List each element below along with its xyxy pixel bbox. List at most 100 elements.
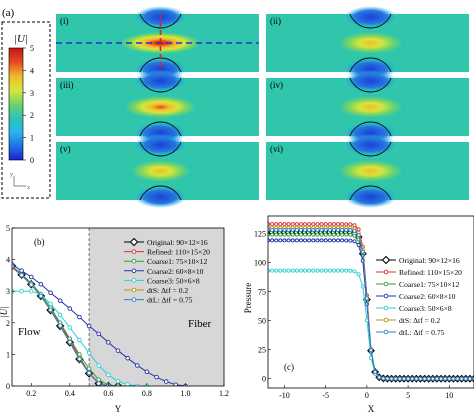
data-point (340, 222, 345, 227)
legend-label: Coarse1: 75×10×12 (147, 257, 207, 266)
fiber-outline (349, 14, 392, 29)
data-point (282, 268, 287, 273)
data-point (77, 356, 82, 362)
data-point (451, 376, 456, 381)
subplot-label: (vi) (270, 144, 283, 154)
data-point (298, 222, 303, 227)
data-point (48, 307, 53, 313)
data-point (348, 228, 353, 233)
data-point (298, 238, 303, 243)
legend-label: dtL: Δtf = 0.75 (399, 328, 445, 337)
x-tick-label: 0.4 (65, 389, 75, 398)
y-tick-label: 4 (6, 256, 10, 265)
data-point (315, 227, 320, 232)
data-point (356, 232, 361, 237)
data-point (344, 268, 349, 273)
field-cold-spot (134, 70, 187, 92)
data-point (115, 378, 121, 384)
data-point (356, 272, 361, 277)
data-point (286, 227, 291, 232)
data-point (459, 376, 464, 381)
subplot-label: (iii) (60, 80, 74, 90)
data-point (286, 268, 291, 273)
legend-label: dtS: Δtf = 0.2 (399, 316, 440, 325)
data-point (48, 301, 53, 307)
panel-b-xlabel: Y (115, 404, 122, 414)
data-point (360, 284, 365, 289)
fiber-region (89, 228, 224, 386)
x-tick-label: -5 (322, 391, 329, 400)
data-point (77, 314, 82, 320)
data-point (48, 290, 53, 296)
data-point (286, 238, 291, 243)
x-tick-label: -10 (279, 391, 290, 400)
data-point (57, 312, 63, 318)
data-point (319, 238, 324, 243)
data-point (319, 268, 324, 273)
field-cold-spot (134, 134, 187, 156)
data-point (270, 268, 275, 273)
subplot-label: (ii) (270, 16, 281, 26)
axes-glyph-icon: y x (10, 172, 30, 191)
data-point (131, 258, 137, 264)
data-point (319, 222, 324, 227)
data-point (340, 238, 345, 243)
data-point (348, 222, 353, 227)
legend-label: Coarse2: 60×8×10 (399, 292, 456, 301)
colorbar-tick-label: 2 (30, 111, 34, 120)
data-point (327, 232, 332, 237)
data-point (331, 232, 336, 237)
data-point (282, 222, 287, 227)
data-point (67, 306, 73, 311)
panel-c-legend: Original: 90×12×16 Refined: 110×15×20 Coar… (376, 255, 462, 337)
data-point (381, 376, 386, 381)
data-point (106, 372, 111, 378)
data-point (154, 374, 159, 380)
legend-label: Coarse3: 50×6×8 (147, 276, 200, 285)
data-point (86, 350, 92, 356)
data-point (364, 318, 369, 323)
colorbar-tick-label: 4 (30, 66, 34, 75)
data-point (360, 249, 365, 254)
x-tick-label: 1.0 (180, 389, 190, 398)
data-point (414, 376, 419, 381)
colorbar-gradient (8, 47, 24, 161)
x-tick-label: 1.2 (219, 389, 229, 398)
y-tick-label: 75 (258, 288, 266, 297)
data-point (331, 238, 336, 243)
data-point (38, 293, 44, 299)
x-tick-label: 0.8 (142, 389, 152, 398)
data-point (434, 376, 439, 381)
data-point (86, 366, 92, 371)
data-point (131, 287, 137, 293)
data-point (323, 268, 328, 273)
colorbar-tick-label: 5 (30, 44, 34, 53)
data-point (323, 222, 328, 227)
data-point (96, 363, 101, 368)
panel-c-frame (267, 215, 474, 389)
data-point (57, 298, 63, 303)
legend-label: dtS: Δtf = 0.2 (147, 286, 188, 295)
data-point (383, 329, 389, 335)
axes-glyph-x: x (27, 185, 30, 191)
fiber-outline (349, 78, 392, 93)
panel-c-ylabel: Pressure (243, 283, 253, 314)
data-point (336, 268, 341, 273)
data-point (131, 297, 137, 302)
series (268, 227, 474, 381)
data-point (307, 222, 312, 227)
panel-b-ylabel: |U| (0, 306, 9, 317)
panel-b-axes: 0.2 0.4 0.6 0.8 1.0 1.2 0 1 2 3 4 5 (6, 224, 229, 398)
subplot-label: (iv) (270, 80, 283, 90)
data-point (173, 382, 179, 386)
legend-label: Coarse3: 50×6×8 (399, 304, 452, 313)
data-point (344, 232, 349, 237)
x-tick-label: 0.6 (103, 389, 113, 398)
data-point (77, 337, 82, 343)
legend-entry: Coarse1: 75×10×12 (124, 257, 207, 266)
subplot-label: (i) (60, 16, 69, 26)
data-point (131, 249, 137, 254)
legend-label: Original: 90×12×16 (147, 238, 208, 247)
data-point (381, 255, 391, 265)
